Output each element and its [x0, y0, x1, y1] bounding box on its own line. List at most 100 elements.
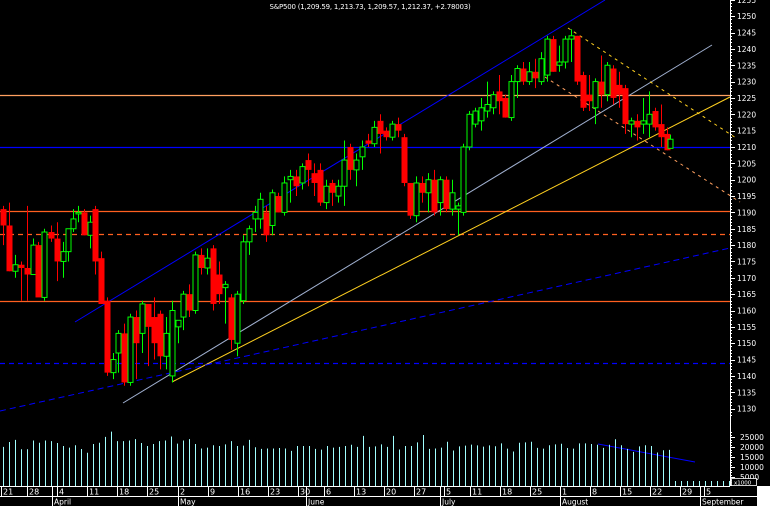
candle-body-down[interactable] [610, 68, 617, 98]
candle-body-up[interactable] [640, 120, 647, 125]
candle-body-down[interactable] [210, 248, 217, 304]
candle-body-up[interactable] [646, 113, 653, 125]
candle-body-up[interactable] [562, 38, 569, 63]
candle-body-down[interactable] [407, 182, 414, 216]
candle-body-down[interactable] [419, 182, 426, 193]
candle-body-up[interactable] [460, 146, 467, 213]
candle-body-up[interactable] [490, 94, 497, 109]
candle-body-up[interactable] [299, 166, 306, 184]
candle-body-up[interactable] [437, 179, 444, 204]
candle-body-down[interactable] [0, 209, 7, 226]
candle-body-up[interactable] [110, 359, 117, 374]
candle-body-up[interactable] [163, 332, 170, 357]
candle-body-up[interactable] [12, 264, 19, 272]
candle-body-up[interactable] [240, 241, 247, 302]
candle-body-down[interactable] [347, 147, 354, 170]
candle-body-down[interactable] [317, 169, 324, 203]
candle-body-down[interactable] [48, 232, 55, 239]
candle-body-down[interactable] [186, 294, 193, 311]
candle-body-down[interactable] [574, 35, 581, 82]
candle-body-up[interactable] [466, 113, 473, 148]
candle-body-down[interactable] [658, 124, 665, 138]
candle-body-down[interactable] [92, 209, 99, 262]
candle-body-down[interactable] [502, 97, 509, 118]
candle-body-down[interactable] [228, 297, 235, 340]
candle-body-down[interactable] [652, 111, 659, 128]
candle-body-down[interactable] [54, 238, 61, 262]
candle-body-down[interactable] [24, 267, 31, 275]
candle-body-up[interactable] [252, 211, 259, 220]
candle-body-down[interactable] [121, 333, 128, 383]
candle-body-up[interactable] [341, 159, 348, 187]
candle-body-up[interactable] [472, 110, 479, 125]
candle-body-up[interactable] [455, 205, 462, 210]
candle-body-up[interactable] [281, 182, 288, 213]
candle-body-up[interactable] [287, 175, 294, 181]
candle-body-up[interactable] [127, 316, 134, 383]
candle-body-down[interactable] [401, 137, 408, 183]
candle-body-up[interactable] [257, 198, 264, 220]
candle-body-up[interactable] [175, 319, 182, 328]
candle-body-down[interactable] [329, 182, 336, 193]
candle-body-up[interactable] [508, 81, 515, 119]
candle-body-up[interactable] [234, 293, 241, 344]
candle-body-up[interactable] [592, 81, 599, 109]
candle-body-down[interactable] [532, 71, 539, 79]
candle-body-down[interactable] [598, 81, 605, 95]
candle-body-up[interactable] [353, 159, 360, 171]
candle-body-up[interactable] [335, 185, 342, 197]
candle-body-up[interactable] [556, 61, 563, 66]
candle-body-up[interactable] [478, 107, 485, 122]
candle-body-down[interactable] [377, 120, 384, 134]
candle-body-up[interactable] [204, 257, 211, 269]
candle-body-down[interactable] [520, 68, 527, 82]
candle-body-down[interactable] [305, 160, 312, 170]
candle-body-up[interactable] [139, 303, 146, 334]
candle-body-down[interactable] [133, 317, 140, 344]
candle-body-up[interactable] [41, 231, 48, 298]
candle-body-down[interactable] [81, 212, 88, 236]
candle-body-down[interactable] [104, 300, 111, 373]
candle-body-up[interactable] [538, 58, 545, 83]
candle-body-down[interactable] [586, 94, 593, 102]
candle-body-down[interactable] [550, 39, 557, 72]
candle-body-up[interactable] [192, 254, 199, 312]
candle-body-down[interactable] [151, 317, 158, 344]
candle-body-down[interactable] [622, 88, 629, 125]
candle-body-up[interactable] [604, 64, 611, 96]
candle-body-down[interactable] [395, 124, 402, 131]
candle-body-up[interactable] [70, 218, 77, 230]
candle-body-down[interactable] [311, 173, 318, 183]
candle-body-up[interactable] [371, 126, 378, 145]
candle-body-down[interactable] [365, 140, 372, 144]
candle-body-up[interactable] [425, 179, 432, 194]
candle-body-up[interactable] [526, 71, 533, 83]
candle-body-down[interactable] [293, 176, 300, 187]
candle-body-down[interactable] [275, 196, 282, 213]
candle-body-up[interactable] [359, 146, 366, 158]
candle-body-up[interactable] [389, 123, 396, 138]
candle-body-up[interactable] [115, 332, 122, 354]
candle-body-up[interactable] [75, 211, 82, 215]
candle-body-down[interactable] [383, 130, 390, 138]
candle-body-up[interactable] [544, 38, 551, 76]
candle-body-up[interactable] [246, 228, 253, 243]
candle-body-up[interactable] [449, 192, 456, 210]
candle-body-down[interactable] [431, 179, 438, 213]
candle-body-down[interactable] [157, 313, 164, 357]
candle-body-up[interactable] [514, 68, 521, 83]
candle-body-up[interactable] [413, 182, 420, 217]
candle-body-down[interactable] [198, 254, 205, 268]
candle-body-down[interactable] [145, 303, 152, 327]
candle-body-up[interactable] [65, 228, 72, 253]
candle-body-down[interactable] [6, 225, 13, 272]
candle-body-up[interactable] [169, 310, 176, 377]
candle-body-down[interactable] [216, 274, 223, 295]
candle-body-up[interactable] [30, 244, 37, 276]
candle-body-down[interactable] [634, 120, 641, 128]
candle-body-down[interactable] [616, 84, 623, 95]
candle-body-down[interactable] [496, 91, 503, 102]
candle-body-down[interactable] [35, 245, 42, 298]
candle-body-up[interactable] [568, 35, 575, 40]
